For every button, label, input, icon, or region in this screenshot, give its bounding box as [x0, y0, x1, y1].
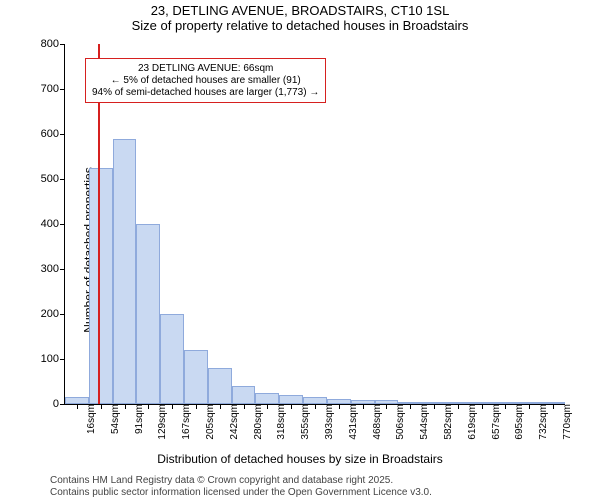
- attribution-footer: Contains HM Land Registry data © Crown c…: [50, 475, 432, 498]
- x-tick-mark: [220, 404, 221, 409]
- x-tick-label: 280sqm: [248, 404, 264, 440]
- x-tick-mark: [77, 404, 78, 409]
- x-tick-label: 205sqm: [200, 404, 216, 440]
- x-tick-mark: [363, 404, 364, 409]
- x-tick-mark: [434, 404, 435, 409]
- x-tick-mark: [148, 404, 149, 409]
- x-tick-mark: [482, 404, 483, 409]
- x-tick-label: 355sqm: [295, 404, 311, 440]
- x-tick-mark: [172, 404, 173, 409]
- y-tick-label: 100: [41, 353, 65, 365]
- histogram-bar: [184, 350, 208, 404]
- y-tick-label: 600: [41, 128, 65, 140]
- title-line-1: 23, DETLING AVENUE, BROADSTAIRS, CT10 1S…: [0, 4, 600, 19]
- y-tick-label: 800: [41, 38, 65, 50]
- histogram-bar: [255, 393, 279, 404]
- plot-area: 010020030040050060070080016sqm54sqm91sqm…: [64, 44, 565, 405]
- x-tick-mark: [339, 404, 340, 409]
- x-tick-label: 242sqm: [224, 404, 240, 440]
- histogram-bar: [89, 168, 113, 404]
- histogram-bar: [208, 368, 232, 404]
- x-tick-mark: [196, 404, 197, 409]
- y-tick-label: 200: [41, 308, 65, 320]
- x-tick-label: 544sqm: [414, 404, 430, 440]
- x-tick-label: 770sqm: [557, 404, 573, 440]
- x-tick-mark: [125, 404, 126, 409]
- x-tick-label: 91sqm: [129, 404, 145, 434]
- x-tick-label: 318sqm: [271, 404, 287, 440]
- histogram-bar: [279, 395, 303, 404]
- x-tick-label: 431sqm: [343, 404, 359, 440]
- histogram-bar: [65, 397, 89, 404]
- x-tick-label: 582sqm: [438, 404, 454, 440]
- x-tick-label: 393sqm: [319, 404, 335, 440]
- y-tick-label: 700: [41, 83, 65, 95]
- histogram-bar: [303, 397, 327, 404]
- histogram-bar: [232, 386, 256, 404]
- histogram-bar: [160, 314, 184, 404]
- x-tick-label: 506sqm: [390, 404, 406, 440]
- x-tick-mark: [410, 404, 411, 409]
- x-tick-label: 619sqm: [462, 404, 478, 440]
- x-tick-mark: [291, 404, 292, 409]
- x-tick-label: 16sqm: [81, 404, 97, 434]
- y-tick-label: 0: [53, 398, 65, 410]
- footer-line-2: Contains public sector information licen…: [50, 487, 432, 499]
- chart-container: 23, DETLING AVENUE, BROADSTAIRS, CT10 1S…: [0, 0, 600, 500]
- x-tick-label: 732sqm: [533, 404, 549, 440]
- x-tick-mark: [244, 404, 245, 409]
- y-tick-label: 400: [41, 218, 65, 230]
- x-tick-mark: [529, 404, 530, 409]
- title-line-2: Size of property relative to detached ho…: [0, 19, 600, 34]
- annotation-line-2: ← 5% of detached houses are smaller (91): [92, 75, 319, 87]
- x-tick-label: 657sqm: [486, 404, 502, 440]
- histogram-bar: [113, 139, 137, 405]
- y-tick-label: 300: [41, 263, 65, 275]
- x-tick-mark: [505, 404, 506, 409]
- y-tick-label: 500: [41, 173, 65, 185]
- x-tick-mark: [101, 404, 102, 409]
- annotation-box: 23 DETLING AVENUE: 66sqm← 5% of detached…: [85, 58, 326, 103]
- annotation-line-1: 23 DETLING AVENUE: 66sqm: [92, 63, 319, 75]
- footer-line-1: Contains HM Land Registry data © Crown c…: [50, 475, 432, 487]
- x-tick-label: 129sqm: [152, 404, 168, 440]
- x-tick-mark: [386, 404, 387, 409]
- x-tick-mark: [267, 404, 268, 409]
- x-tick-label: 54sqm: [105, 404, 121, 434]
- x-tick-label: 167sqm: [176, 404, 192, 440]
- x-tick-mark: [315, 404, 316, 409]
- chart-title: 23, DETLING AVENUE, BROADSTAIRS, CT10 1S…: [0, 4, 600, 34]
- x-tick-mark: [553, 404, 554, 409]
- x-tick-label: 468sqm: [367, 404, 383, 440]
- annotation-line-3: 94% of semi-detached houses are larger (…: [92, 87, 319, 99]
- x-axis-label: Distribution of detached houses by size …: [0, 452, 600, 466]
- x-tick-label: 695sqm: [509, 404, 525, 440]
- histogram-bar: [136, 224, 160, 404]
- x-tick-mark: [458, 404, 459, 409]
